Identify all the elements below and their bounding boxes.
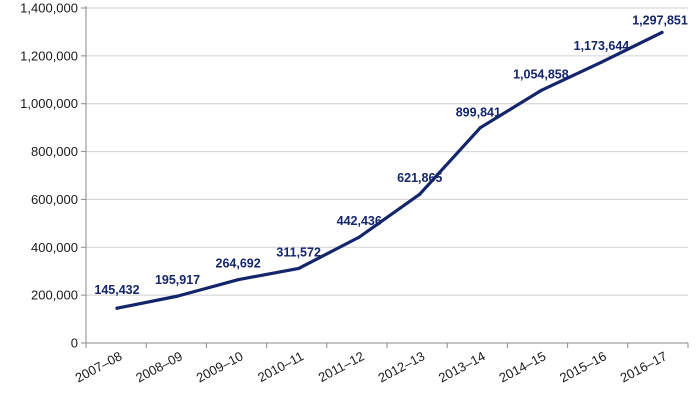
series-layer xyxy=(115,30,664,310)
data-point xyxy=(115,306,119,310)
data-label: 195,917 xyxy=(155,273,200,287)
gridlines xyxy=(86,7,688,296)
data-label: 1,297,851 xyxy=(632,13,688,27)
series-line xyxy=(115,30,664,310)
data-point xyxy=(478,126,482,130)
data-label: 899,841 xyxy=(456,106,501,120)
x-tick-label: 2007–08 xyxy=(73,348,125,385)
data-label: 442,436 xyxy=(337,214,382,228)
x-tick-label: 2008–09 xyxy=(133,348,185,385)
x-tick-label: 2010–11 xyxy=(255,348,306,385)
data-point xyxy=(660,30,664,35)
x-tick-label: 2015–16 xyxy=(557,348,609,385)
y-axis-ticks: 0 200,000 400,000 600,000 800,000 1,000,000 1,… xyxy=(20,1,86,351)
data-point xyxy=(175,294,180,298)
data-label: 264,692 xyxy=(216,257,261,271)
data-point xyxy=(539,88,543,93)
y-tick-label: 800,000 xyxy=(31,144,78,159)
axes xyxy=(85,6,688,344)
data-point xyxy=(599,60,604,64)
y-tick-label: 600,000 xyxy=(31,192,78,207)
x-axis-ticks: 2007–08 2008–09 2009–10 2010–11 2011–12 2012–… xyxy=(73,343,689,385)
data-labels: 145,432 195,917 264,692 311,572 442,436 621,8… xyxy=(94,13,687,297)
y-tick-label: 1,000,000 xyxy=(20,96,78,111)
data-label: 311,572 xyxy=(276,245,321,259)
x-tick-label: 2011–12 xyxy=(316,348,367,385)
y-tick-label: 0 xyxy=(71,336,78,351)
x-tick-label: 2013–14 xyxy=(436,348,488,385)
x-tick-label: 2014–15 xyxy=(497,348,549,385)
data-label: 145,432 xyxy=(94,283,139,297)
data-label: 1,054,858 xyxy=(513,68,569,82)
data-point xyxy=(357,235,361,239)
data-label: 1,173,644 xyxy=(574,39,630,53)
y-tick-label: 200,000 xyxy=(31,288,78,303)
y-tick-label: 400,000 xyxy=(31,240,78,255)
x-tick-label: 2016–17 xyxy=(618,348,670,385)
x-tick-label: 2009–10 xyxy=(194,348,246,385)
y-tick-label: 1,200,000 xyxy=(20,48,78,63)
data-point xyxy=(418,192,422,196)
x-tick-label: 2012–13 xyxy=(375,348,427,385)
data-point xyxy=(297,266,301,271)
data-point xyxy=(236,278,240,282)
y-tick-label: 1,400,000 xyxy=(20,1,78,16)
data-label: 621,865 xyxy=(397,171,442,185)
